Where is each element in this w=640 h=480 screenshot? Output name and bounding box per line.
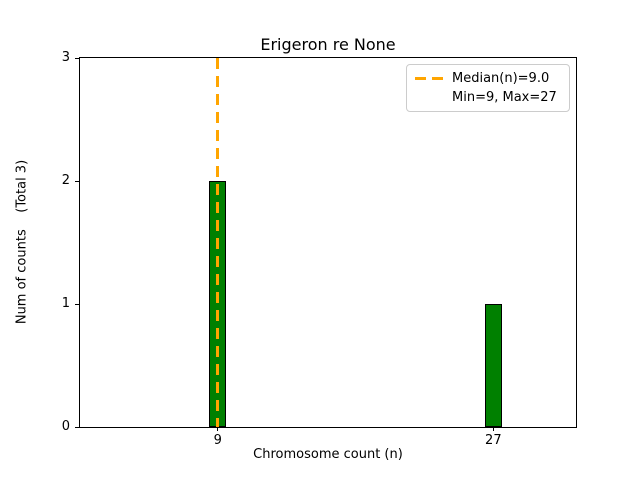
median-dashed-line-icon [415,77,443,80]
legend-label-minmax: Min=9, Max=27 [452,90,557,105]
x-tick-mark [217,427,219,431]
y-tick-label: 1 [61,296,70,311]
x-tick-label: 9 [213,433,222,448]
legend-row-median: Median(n)=9.0 [415,69,561,88]
x-tick-mark [492,427,494,431]
bar-n27 [484,304,502,427]
y-tick-mark [75,426,79,428]
median-line [216,58,220,427]
x-axis-label: Chromosome count (n) [253,447,403,462]
chart-title: Erigeron re None [260,35,396,54]
y-tick-label: 2 [61,173,70,188]
y-tick-mark [75,303,79,305]
x-tick-label: 27 [485,433,502,448]
legend: Median(n)=9.0 Min=9, Max=27 [406,64,570,112]
legend-label-median: Median(n)=9.0 [452,71,550,86]
legend-row-minmax: Min=9, Max=27 [415,88,561,107]
y-tick-label: 3 [61,50,70,65]
y-tick-mark [75,180,79,182]
plot-area: 9 27 0 1 2 3 [62,50,577,448]
y-axis-label: Num of counts (Total 3) [14,159,30,325]
axes-spines [79,57,577,428]
legend-sample-spacer [415,96,443,99]
y-tick-mark [75,57,79,59]
y-tick-label: 0 [61,419,70,434]
